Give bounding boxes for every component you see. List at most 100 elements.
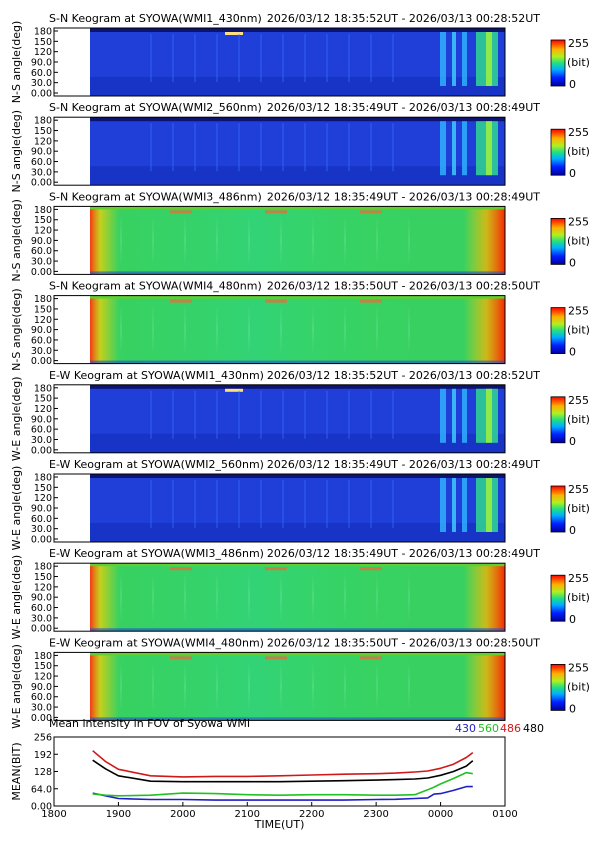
chart-x-tick-label: 0000: [428, 809, 453, 820]
texture-line: [376, 571, 378, 624]
texture-line: [238, 390, 240, 439]
y-tick-label: 150: [34, 572, 52, 583]
panel-ylabel: W-E angle(deg): [10, 376, 23, 461]
chart-y-tick-label: 192: [34, 750, 52, 761]
chart-x-tick-label: 2000: [170, 809, 195, 820]
y-tick-label: 120: [34, 226, 52, 237]
panel-ylabel: N-S angle(deg): [10, 288, 23, 371]
aurora-column: [486, 121, 492, 176]
bright-streak: [265, 567, 287, 571]
colorbar-unit-label: (bit): [567, 591, 590, 604]
texture-line: [392, 390, 394, 439]
y-tick-label: 120: [34, 582, 52, 593]
panel-time-range: 2026/03/12 18:35:52UT - 2026/03/13 00:28…: [267, 369, 540, 382]
panel-time-range: 2026/03/12 18:35:50UT - 2026/03/13 00:28…: [267, 636, 540, 649]
texture-line: [260, 123, 262, 172]
texture-line: [216, 123, 218, 172]
chart-xlabel: TIME(UT): [254, 818, 305, 831]
legend-430: 430: [455, 722, 476, 735]
texture-line: [304, 123, 306, 172]
panel-title: S-N Keogram at SYOWA(WMI1_430nm): [49, 12, 262, 25]
colorbar-min-label: 0: [569, 346, 576, 359]
aurora-column: [486, 388, 492, 443]
keogram-top-edge: [90, 206, 505, 210]
colorbar-max-label: 255: [568, 215, 589, 228]
chart-x-tick-label: 0100: [492, 809, 517, 820]
y-tick-label: 60.0: [31, 157, 52, 168]
panel-time-range: 2026/03/12 18:35:49UT - 2026/03/13 00:28…: [267, 458, 540, 471]
chart-x-tick-label: 2300: [363, 809, 388, 820]
y-tick-label: 30.0: [31, 167, 52, 178]
texture-line: [184, 571, 186, 624]
colorbar-max-label: 255: [568, 394, 589, 407]
texture-line: [172, 123, 174, 172]
chart-x-tick-label: 1800: [41, 809, 66, 820]
texture-line: [216, 390, 218, 439]
texture-line: [344, 660, 346, 713]
series-line-486: [92, 750, 474, 778]
texture-line: [282, 480, 284, 528]
series-line-560: [92, 771, 473, 797]
texture-line: [376, 214, 378, 267]
texture-line: [344, 214, 346, 267]
chart-ylabel: MEAN(BIT): [10, 742, 23, 800]
texture-line: [280, 660, 282, 713]
colorbar: [550, 39, 566, 87]
texture-line: [280, 571, 282, 624]
texture-line: [248, 660, 250, 713]
colorbar: [550, 574, 566, 622]
y-tick-label: 30.0: [31, 257, 52, 268]
y-tick-label: 60.0: [31, 246, 52, 257]
texture-line: [282, 34, 284, 82]
colorbar-min-label: 0: [569, 435, 576, 448]
y-tick-label: 180: [34, 473, 52, 484]
aurora-column: [440, 121, 446, 176]
texture-line: [216, 214, 218, 267]
keogram-panel-2: S-N Keogram at SYOWA(WMI2_560nm) 2026/03/…: [10, 101, 590, 192]
texture-line: [260, 34, 262, 82]
texture-line: [392, 34, 394, 82]
aurora-column: [462, 478, 467, 532]
texture-line: [348, 390, 350, 439]
y-tick-label: 90.0: [31, 682, 52, 693]
y-tick-label: 150: [34, 37, 52, 48]
y-tick-label: 60.0: [31, 335, 52, 346]
y-tick-label: 0.00: [31, 535, 52, 546]
y-tick-label: 120: [34, 136, 52, 147]
bright-streak: [170, 210, 192, 214]
panel-title: E-W Keogram at SYOWA(WMI1_430nm): [49, 369, 264, 382]
texture-line: [172, 390, 174, 439]
colorbar-unit-label: (bit): [567, 324, 590, 337]
keogram-lower-band: [90, 433, 505, 453]
aurora-column: [440, 388, 446, 443]
bright-streak: [265, 656, 287, 660]
texture-line: [184, 214, 186, 267]
aurora-column: [462, 32, 467, 86]
panel-time-range: 2026/03/12 18:35:52UT - 2026/03/13 00:28…: [267, 12, 540, 25]
texture-line: [216, 571, 218, 624]
colorbar-max-label: 255: [568, 661, 589, 674]
texture-line: [344, 571, 346, 624]
texture-line: [280, 214, 282, 267]
colorbar: [550, 664, 566, 711]
texture-line: [326, 390, 328, 439]
keogram-bottom-edge: [90, 717, 505, 721]
y-tick-label: 30.0: [31, 78, 52, 89]
y-tick-label: 180: [34, 27, 52, 38]
texture-line: [172, 34, 174, 82]
colorbar: [550, 128, 566, 176]
y-tick-label: 180: [34, 116, 52, 127]
texture-line: [280, 303, 282, 356]
texture-line: [216, 660, 218, 713]
y-tick-label: 30.0: [31, 613, 52, 624]
texture-line: [194, 480, 196, 528]
y-tick-label: 90.0: [31, 414, 52, 425]
bright-streak: [360, 299, 382, 303]
texture-line: [376, 660, 378, 713]
texture-line: [370, 34, 372, 82]
texture-line: [312, 660, 314, 713]
keogram-panel-7: E-W Keogram at SYOWA(WMI3_486nm) 2026/03/…: [10, 547, 590, 639]
aurora-column: [452, 32, 456, 86]
texture-line: [238, 480, 240, 528]
